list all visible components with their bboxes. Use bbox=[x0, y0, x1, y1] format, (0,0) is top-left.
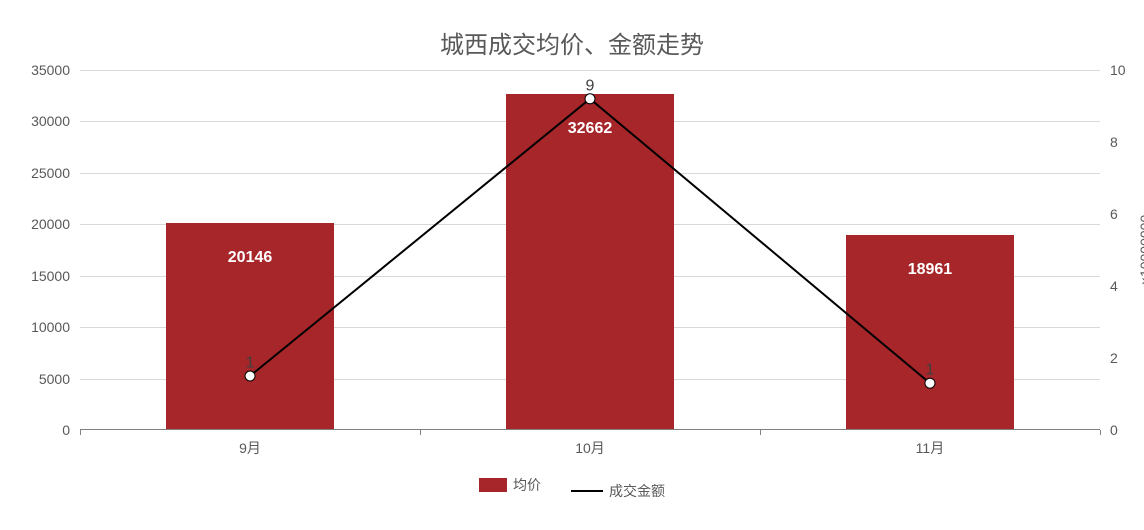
line-value-label: 9 bbox=[586, 77, 595, 95]
legend-label: 成交金额 bbox=[609, 481, 665, 501]
x-category-label: 9月 bbox=[239, 438, 261, 458]
legend-swatch-box bbox=[479, 478, 507, 492]
bar-value-label: 20146 bbox=[228, 249, 273, 267]
legend-label: 均价 bbox=[513, 475, 541, 495]
y-right-tick: 8 bbox=[1110, 134, 1144, 150]
y-right-tick: 2 bbox=[1110, 350, 1144, 366]
y-right-tick: 0 bbox=[1110, 422, 1144, 438]
y2-axis-label: ×10000000 bbox=[1137, 215, 1144, 285]
line-value-label: 1 bbox=[246, 354, 255, 372]
chart-title: 城西成交均价、金额走势 bbox=[20, 10, 1124, 70]
bar-value-label: 18961 bbox=[908, 261, 953, 279]
y-left-tick: 15000 bbox=[20, 268, 70, 284]
legend-item: 均价 bbox=[479, 475, 541, 495]
y-left-tick: 20000 bbox=[20, 216, 70, 232]
bar-value-label: 32662 bbox=[568, 120, 613, 138]
y-left-tick: 25000 bbox=[20, 165, 70, 181]
legend-item: 成交金额 bbox=[571, 481, 665, 501]
plot-area: 05000100001500020000250003000035000 0246… bbox=[80, 70, 1100, 430]
line-marker bbox=[585, 94, 595, 104]
line-value-label: 1 bbox=[926, 362, 935, 380]
chart-container: 城西成交均价、金额走势 0500010000150002000025000300… bbox=[0, 0, 1144, 530]
y-right-tick: 10 bbox=[1110, 62, 1144, 78]
y-left-tick: 35000 bbox=[20, 62, 70, 78]
y-left-tick: 30000 bbox=[20, 113, 70, 129]
y-left-tick: 5000 bbox=[20, 371, 70, 387]
legend-swatch-line bbox=[571, 490, 603, 492]
line-marker bbox=[925, 378, 935, 388]
line-marker bbox=[245, 371, 255, 381]
line-series bbox=[250, 99, 930, 383]
x-axis-labels: 9月 10月 11月 bbox=[80, 430, 1100, 460]
y-left-tick: 0 bbox=[20, 422, 70, 438]
y-left-tick: 10000 bbox=[20, 319, 70, 335]
legend: 均价 成交金额 bbox=[20, 460, 1124, 501]
x-tick-mark bbox=[1100, 430, 1101, 435]
y-axis-left: 05000100001500020000250003000035000 bbox=[25, 70, 75, 430]
x-category-label: 11月 bbox=[916, 438, 945, 458]
x-category-label: 10月 bbox=[575, 438, 605, 458]
